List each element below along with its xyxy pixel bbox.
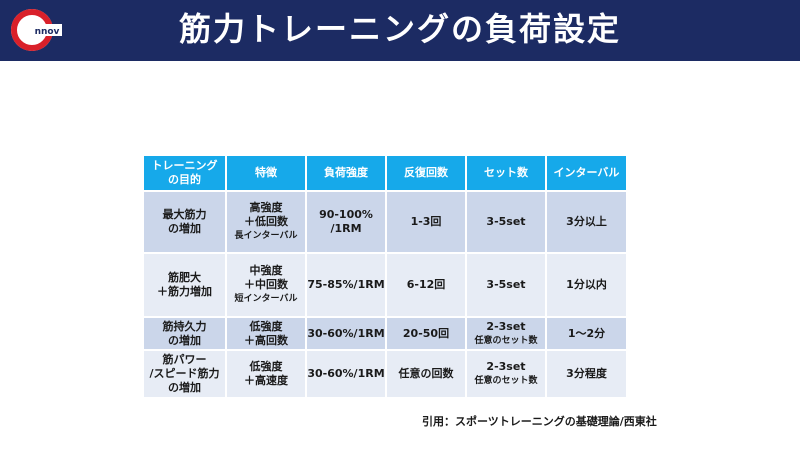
cell-purpose: 筋パワー /スピード筋力 の増加 [144,350,227,399]
col-header-intensity: 負荷強度 [306,156,387,192]
cell-interval: 3分程度 [546,350,628,399]
cell-interval: 1～2分 [546,317,628,351]
cell-reps: 1-3回 [386,191,467,254]
cell-sets: 3-5set [466,253,547,318]
load-settings-table: トレーニング の目的 特徴 負荷強度 反復回数 セット数 インターバル 最大筋力… [144,156,628,399]
header-bar: nnov 筋力トレーニングの負荷設定 [0,0,800,61]
col-header-interval: インターバル [546,156,628,192]
cell-intensity: 90-100% /1RM [306,191,387,254]
cell-features: 中強度 ＋中回数 短インターバル [226,253,307,318]
table-row: 筋パワー /スピード筋力 の増加 低強度 ＋高速度 30-60%/1RM 任意の… [144,350,628,399]
cell-intensity: 75-85%/1RM [306,253,387,318]
col-header-reps: 反復回数 [386,156,467,192]
col-header-sets: セット数 [466,156,547,192]
cell-interval: 3分以上 [546,191,628,254]
cell-purpose: 筋肥大 ＋筋力増加 [144,253,227,318]
page-title: 筋力トレーニングの負荷設定 [178,10,621,48]
col-header-purpose: トレーニング の目的 [144,156,227,192]
logo-text: nnov [35,27,60,37]
table-header-row: トレーニング の目的 特徴 負荷強度 反復回数 セット数 インターバル [144,156,628,192]
cell-features: 低強度 ＋高速度 [226,350,307,399]
citation-text: 引用：スポーツトレーニングの基礎理論/西東社 [422,415,657,428]
cell-sets: 2-3set 任意のセット数 [466,350,547,399]
table-row: 最大筋力 の増加 高強度 ＋低回数 長インターバル 90-100% /1RM 1… [144,191,628,254]
cell-sets: 3-5set [466,191,547,254]
cell-intensity: 30-60%/1RM [306,350,387,399]
cell-features: 低強度 ＋高回数 [226,317,307,351]
cell-interval: 1分以内 [546,253,628,318]
innov-logo: nnov [11,9,62,51]
cell-reps: 任意の回数 [386,350,467,399]
cell-features: 高強度 ＋低回数 長インターバル [226,191,307,254]
cell-intensity: 30-60%/1RM [306,317,387,351]
cell-sets: 2-3set 任意のセット数 [466,317,547,351]
cell-purpose: 最大筋力 の増加 [144,191,227,254]
cell-purpose: 筋持久力 の増加 [144,317,227,351]
cell-reps: 20-50回 [386,317,467,351]
table-row: 筋持久力 の増加 低強度 ＋高回数 30-60%/1RM 20-50回 2-3s… [144,317,628,351]
col-header-features: 特徴 [226,156,307,192]
cell-reps: 6-12回 [386,253,467,318]
table-row: 筋肥大 ＋筋力増加 中強度 ＋中回数 短インターバル 75-85%/1RM 6-… [144,253,628,318]
